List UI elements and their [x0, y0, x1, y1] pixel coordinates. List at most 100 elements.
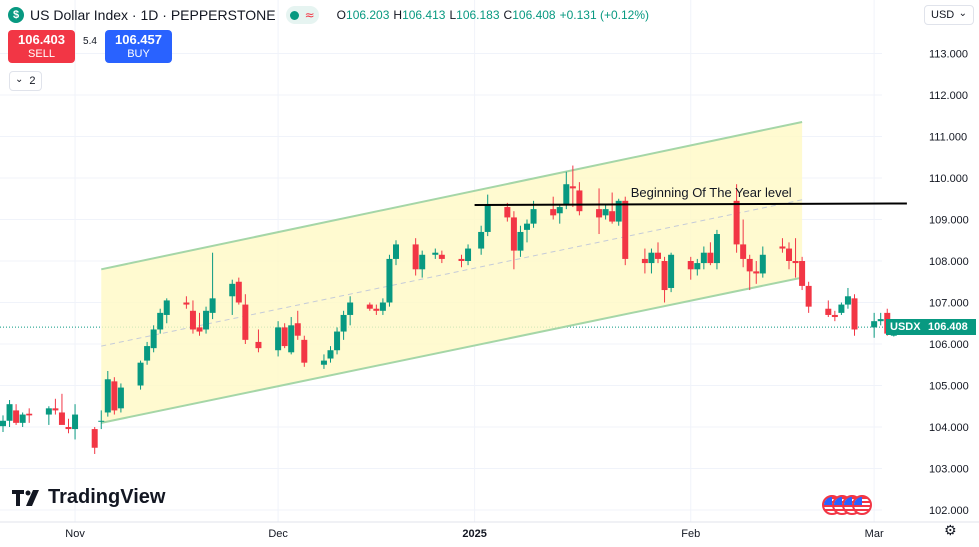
candle — [563, 171, 570, 210]
candle — [163, 298, 170, 324]
candle — [242, 294, 249, 344]
spread-value: 5.4 — [83, 36, 97, 47]
candle — [655, 242, 661, 264]
candle-body — [746, 258, 753, 272]
candle — [229, 279, 236, 315]
candle-body — [13, 410, 20, 423]
candles — [0, 165, 897, 454]
candle-body — [641, 258, 648, 264]
candle-body — [504, 207, 511, 218]
candle — [301, 335, 308, 367]
candle — [615, 198, 622, 226]
candle-body — [393, 244, 399, 259]
candle — [641, 248, 648, 274]
candle-body — [0, 420, 6, 427]
candle-body — [655, 252, 661, 259]
candle — [294, 310, 301, 340]
candle — [851, 294, 858, 336]
buy-price: 106.457 — [115, 32, 162, 48]
candle — [65, 418, 72, 434]
candle — [373, 304, 380, 315]
time-tick-label: Dec — [268, 528, 288, 540]
candle — [117, 383, 124, 413]
candle — [0, 415, 6, 432]
time-tick-label: Feb — [681, 528, 700, 540]
candle — [26, 408, 33, 423]
candle — [799, 256, 806, 291]
price-tick-label: 110.000 — [929, 173, 968, 185]
candle — [111, 377, 118, 415]
indicators-toggle[interactable]: ⌄ 2 — [9, 71, 42, 91]
price-tick-label: 107.000 — [929, 298, 969, 310]
candle-body — [563, 184, 570, 205]
candle — [753, 261, 760, 284]
candle — [484, 194, 491, 237]
candle — [746, 254, 753, 291]
candle-body — [478, 231, 485, 249]
us-flag-icon[interactable] — [852, 495, 872, 515]
candle — [150, 325, 157, 353]
candle-body — [432, 252, 439, 255]
candle-body — [609, 211, 616, 222]
candle — [576, 182, 583, 216]
candle-body — [753, 271, 760, 274]
tradingview-logo[interactable]: TradingView — [12, 486, 165, 509]
candle-body — [786, 248, 792, 261]
candle — [6, 400, 13, 427]
candle-body — [661, 261, 668, 291]
candle — [713, 229, 720, 270]
candle — [648, 248, 655, 274]
candle-body — [615, 200, 622, 222]
candle-body — [484, 204, 491, 232]
candle-body — [183, 302, 190, 305]
candle — [137, 360, 144, 390]
candle — [91, 427, 98, 454]
candle-body — [104, 379, 111, 413]
candle-body — [799, 261, 806, 286]
candle-body — [196, 327, 203, 332]
candle — [694, 258, 701, 276]
market-open-dot-icon — [289, 10, 299, 20]
sell-button[interactable]: 106.403 SELL — [8, 30, 75, 63]
ohlc-low: L106.183 — [449, 8, 500, 22]
candle — [478, 225, 485, 255]
candle-body — [275, 327, 282, 351]
price-tick-label: 108.000 — [929, 256, 969, 268]
candle — [183, 296, 190, 309]
candle-body — [340, 314, 347, 332]
candle — [340, 310, 347, 340]
candle — [877, 312, 884, 326]
candle — [52, 398, 59, 415]
candle-body — [792, 261, 799, 264]
candle-body — [838, 304, 845, 313]
candle — [556, 204, 563, 224]
candle-body — [320, 360, 327, 365]
economic-events[interactable] — [822, 495, 872, 517]
candle — [661, 256, 668, 303]
candle — [510, 211, 517, 270]
candle-body — [524, 223, 530, 230]
symbol-title[interactable]: US Dollar Index · 1D · PEPPERSTONE — [30, 7, 276, 23]
candle-body — [779, 246, 786, 249]
gear-icon[interactable]: ⚙ — [944, 523, 957, 539]
symbol-price-tag: USDX — [886, 319, 925, 336]
candle — [805, 281, 812, 313]
candle-body — [700, 252, 707, 264]
candle — [622, 196, 629, 266]
candle — [157, 308, 164, 334]
time-axis: Nov Dec 2025 Feb Mar — [0, 521, 979, 540]
candle-body — [26, 413, 33, 416]
buy-button[interactable]: 106.457 BUY — [105, 30, 172, 63]
price-tick-label: 102.000 — [929, 505, 969, 517]
candle — [379, 298, 386, 315]
year-level-label: Beginning Of The Year level — [631, 185, 792, 200]
candle — [13, 404, 20, 425]
currency-select[interactable]: USD ⌄ — [924, 5, 974, 25]
candle-body — [805, 285, 812, 307]
candle — [517, 225, 524, 257]
candle — [871, 312, 878, 338]
candle — [740, 219, 747, 268]
market-status-badge[interactable]: ≈ — [285, 6, 319, 24]
candle-body — [740, 244, 747, 259]
